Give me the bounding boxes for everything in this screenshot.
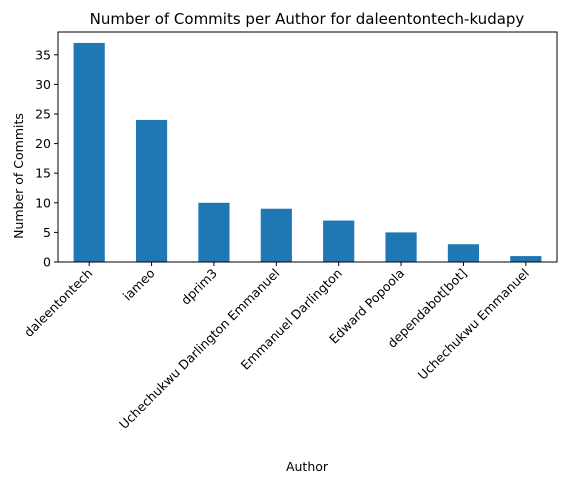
bar-5: [385, 232, 417, 262]
y-tick-label: 5: [43, 225, 51, 240]
y-tick-label: 35: [35, 47, 51, 62]
y-axis-ticks: 0 5 10 15 20 25 30 35: [35, 47, 58, 270]
bar-2: [198, 202, 230, 262]
bar-7: [510, 256, 542, 262]
bar-0: [73, 42, 105, 263]
x-tick-label: Emmanuel Darlington: [238, 266, 345, 373]
bar-6: [447, 244, 480, 262]
x-tick-label: Uchechukwu Emmanuel: [415, 266, 532, 383]
x-tick-label: daleentontech: [21, 266, 95, 340]
y-axis-label: Number of Commits: [11, 113, 26, 239]
y-tick-label: 20: [35, 136, 51, 151]
x-tick-label: iameo: [120, 266, 158, 304]
y-tick-label: 0: [43, 255, 51, 270]
chart-title: Number of Commits per Author for daleent…: [90, 10, 525, 28]
bar-4: [323, 220, 355, 262]
y-tick-label: 15: [35, 166, 51, 181]
bar-3: [260, 208, 292, 262]
x-tick-label: dprim3: [178, 266, 220, 308]
x-axis-label: Author: [286, 459, 329, 474]
bars-group: [73, 42, 542, 263]
y-tick-label: 25: [35, 106, 51, 121]
plot-frame: [57, 31, 558, 263]
y-tick-label: 10: [35, 195, 51, 210]
bar-1: [135, 119, 168, 262]
y-tick-label: 30: [35, 77, 51, 92]
